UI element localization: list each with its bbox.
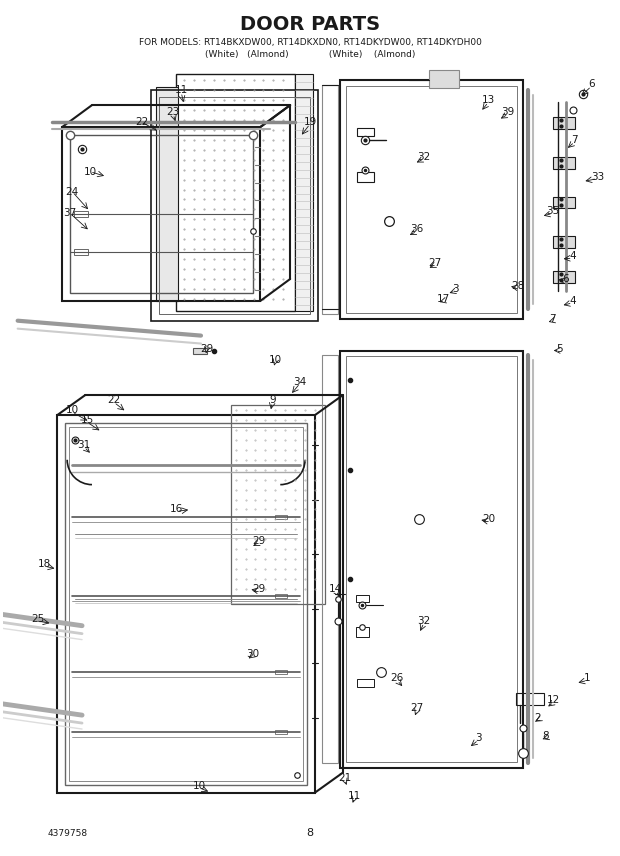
Text: 2: 2 xyxy=(534,713,541,723)
Text: 29: 29 xyxy=(200,343,213,354)
Bar xyxy=(429,70,459,88)
Text: 3: 3 xyxy=(453,284,459,294)
Text: 32: 32 xyxy=(417,152,431,162)
Bar xyxy=(356,172,374,181)
Bar xyxy=(553,197,575,208)
Text: 34: 34 xyxy=(293,377,307,387)
Text: 26: 26 xyxy=(391,674,404,683)
Bar xyxy=(275,730,287,734)
Bar xyxy=(70,135,252,293)
Bar xyxy=(62,127,260,300)
Text: (White)   (Almond)              (White)    (Almond): (White) (Almond) (White) (Almond) xyxy=(205,50,415,59)
Bar xyxy=(553,236,575,248)
Bar xyxy=(356,627,370,637)
Bar xyxy=(340,350,523,768)
Bar xyxy=(356,595,370,602)
Bar xyxy=(74,211,88,217)
Text: 11: 11 xyxy=(175,86,188,95)
Text: 15: 15 xyxy=(81,415,94,425)
Bar xyxy=(193,348,207,354)
Text: 30: 30 xyxy=(246,649,259,658)
Bar xyxy=(156,87,178,300)
Text: 10: 10 xyxy=(84,167,97,176)
Text: 32: 32 xyxy=(417,615,431,626)
Bar xyxy=(553,117,575,129)
Bar xyxy=(74,249,88,255)
Text: 20: 20 xyxy=(482,514,495,525)
Text: 36: 36 xyxy=(410,224,423,235)
Bar xyxy=(176,74,295,311)
Bar xyxy=(322,355,338,763)
Text: 12: 12 xyxy=(547,695,560,705)
Text: 10: 10 xyxy=(192,781,206,791)
Bar xyxy=(553,157,575,169)
Bar xyxy=(346,356,517,762)
Text: 4: 4 xyxy=(569,296,576,306)
Bar xyxy=(275,670,287,674)
Bar xyxy=(159,98,310,314)
Bar xyxy=(356,128,374,136)
Text: 3: 3 xyxy=(475,733,482,743)
Text: 13: 13 xyxy=(482,95,495,105)
Bar xyxy=(340,80,523,318)
Text: 21: 21 xyxy=(338,773,352,782)
Text: 22: 22 xyxy=(107,395,120,405)
Text: 7: 7 xyxy=(549,313,556,324)
Bar xyxy=(275,515,287,519)
Text: 6: 6 xyxy=(562,274,569,284)
Text: 31: 31 xyxy=(78,440,91,450)
Text: FOR MODELS: RT14BKXDW00, RT14DKXDN0, RT14DKYDW00, RT14DKYDH00: FOR MODELS: RT14BKXDW00, RT14DKXDN0, RT1… xyxy=(138,38,482,47)
Text: 22: 22 xyxy=(135,117,148,127)
Bar xyxy=(231,405,325,603)
Text: 4379758: 4379758 xyxy=(47,829,87,838)
Text: 29: 29 xyxy=(252,584,265,594)
Text: 9: 9 xyxy=(269,395,276,405)
Text: 5: 5 xyxy=(556,343,563,354)
Bar xyxy=(295,74,313,311)
Bar xyxy=(65,423,307,785)
Text: 27: 27 xyxy=(410,703,423,713)
Text: 17: 17 xyxy=(437,294,450,304)
Text: 23: 23 xyxy=(167,107,180,117)
Bar xyxy=(322,86,338,314)
Text: 8: 8 xyxy=(306,829,314,838)
Text: 11: 11 xyxy=(348,791,361,800)
Text: 24: 24 xyxy=(66,187,79,197)
Bar xyxy=(346,86,517,312)
Text: 35: 35 xyxy=(546,206,559,217)
Text: 33: 33 xyxy=(591,172,604,181)
Text: 10: 10 xyxy=(268,355,282,366)
Text: 28: 28 xyxy=(512,281,525,291)
Text: 16: 16 xyxy=(170,504,183,514)
Text: 7: 7 xyxy=(571,135,578,145)
Bar xyxy=(57,415,315,793)
Text: 4: 4 xyxy=(569,251,576,261)
Text: 18: 18 xyxy=(38,559,51,569)
Text: 14: 14 xyxy=(329,584,342,594)
Bar xyxy=(516,693,544,705)
Bar xyxy=(553,271,575,283)
Text: 8: 8 xyxy=(542,731,549,741)
Text: 37: 37 xyxy=(63,208,77,218)
Bar xyxy=(275,594,287,598)
Bar xyxy=(69,427,303,781)
Text: 27: 27 xyxy=(428,258,441,268)
Bar xyxy=(151,90,318,321)
Text: DOOR PARTS: DOOR PARTS xyxy=(240,15,380,34)
Text: 10: 10 xyxy=(66,405,79,415)
Text: 25: 25 xyxy=(31,614,44,624)
Text: 29: 29 xyxy=(252,536,265,546)
Text: 6: 6 xyxy=(588,80,595,89)
Text: 39: 39 xyxy=(502,107,515,117)
Text: 19: 19 xyxy=(303,117,317,127)
Bar xyxy=(356,680,374,687)
Text: 1: 1 xyxy=(584,674,591,683)
